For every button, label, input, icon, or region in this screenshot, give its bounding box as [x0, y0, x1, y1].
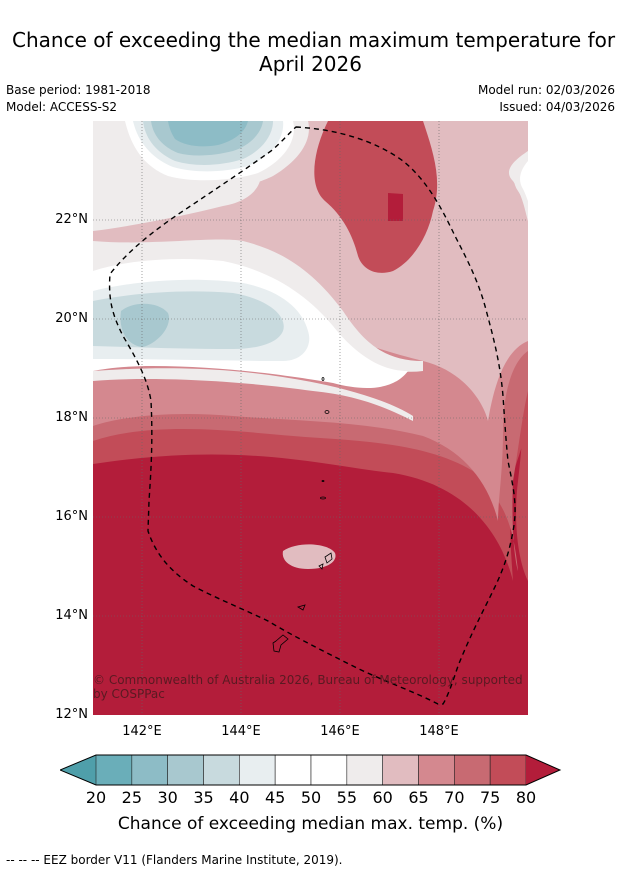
colorbar: [60, 754, 562, 786]
colorbar-cell: [310, 754, 348, 786]
colorbar-tick-label: 55: [336, 788, 358, 807]
lat-label-14: 14°N: [55, 608, 88, 623]
colorbar-tick-label: 25: [121, 788, 143, 807]
issued-date: Issued: 04/03/2026: [499, 100, 615, 114]
island-sarigan: [321, 479, 325, 482]
model-name: Model: ACCESS-S2: [6, 100, 118, 114]
colorbar-tick-label: 70: [444, 788, 465, 807]
colorbar-cell: [203, 754, 240, 786]
island-guam: [272, 634, 289, 653]
title-line-2: April 2026: [259, 52, 362, 76]
colorbar-tick-label: 80: [515, 788, 537, 807]
colorbar-tick-label: 65: [408, 788, 429, 807]
colorbar-title: Chance of exceeding median max. temp. (%…: [117, 814, 504, 834]
band-55: [93, 121, 528, 421]
lon-label-142: 142°E: [122, 724, 162, 739]
graticule: [93, 121, 528, 715]
colorbar-tick-label: 75: [479, 788, 501, 807]
right-white-b: [520, 161, 528, 201]
lat-label-12: 12°N: [55, 707, 88, 722]
lat-label-20: 20°N: [55, 311, 88, 326]
colorbar-cell: [382, 754, 419, 786]
colorbar-tick-label: 35: [193, 788, 214, 807]
map-title: Chance of exceeding the median maximum t…: [0, 28, 621, 76]
lat-label-18: 18°N: [55, 410, 88, 425]
core-75: [314, 121, 438, 273]
colorbar-cell: [489, 754, 527, 786]
lon-label-148: 148°E: [419, 724, 459, 739]
colorbar-outline: [60, 754, 562, 786]
colorbar-cell: [95, 754, 133, 786]
island-pagan: [324, 410, 330, 414]
island-agrihan: [321, 377, 325, 381]
colorbar-cell: [274, 754, 312, 786]
colorbar-extend-high: [526, 755, 560, 785]
colorbar-cell: [239, 754, 276, 786]
core-80: [388, 193, 403, 221]
colorbar-tick-label: 50: [300, 788, 322, 807]
lon-label-144: 144°E: [221, 724, 261, 739]
colorbar-cell: [131, 754, 168, 786]
copyright-notice: © Commonwealth of Australia 2026, Bureau…: [93, 673, 523, 701]
south-pale-60: [282, 544, 336, 569]
base-period: Base period: 1981-2018: [6, 83, 151, 97]
colorbar-tick-label: 40: [229, 788, 250, 807]
colorbar-tick-label: 45: [264, 788, 286, 807]
colorbar-extend-low: [60, 755, 96, 785]
colorbar-cell: [454, 754, 491, 786]
title-line-1: Chance of exceeding the median maximum t…: [12, 28, 616, 52]
island-anatahan: [320, 496, 326, 500]
probability-map: [93, 121, 528, 715]
island-rota: [297, 604, 306, 611]
eez-border: [108, 126, 516, 705]
lat-label-22: 22°N: [55, 212, 88, 227]
colorbar-tick-label: 60: [372, 788, 393, 807]
islands: [272, 377, 333, 653]
island-saipan: [324, 552, 333, 564]
colorbar-cell: [346, 754, 383, 786]
top-cold-25: [168, 121, 248, 147]
model-run: Model run: 02/03/2026: [477, 83, 615, 97]
lat-label-16: 16°N: [55, 509, 88, 524]
colorbar-cell: [167, 754, 204, 786]
island-tinian: [318, 563, 324, 570]
colorbar-tick-label: 30: [157, 788, 178, 807]
lon-label-146: 146°E: [320, 724, 360, 739]
colorbar-cell: [418, 754, 455, 786]
band-30: [120, 303, 169, 347]
colorbar-tick-label: 20: [85, 788, 107, 807]
eez-footnote: -- -- -- EEZ border V11 (Flanders Marine…: [6, 853, 343, 867]
